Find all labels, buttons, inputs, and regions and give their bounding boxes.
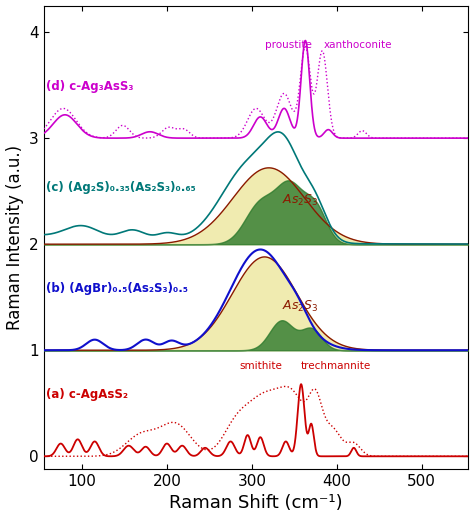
Text: (b) (AgBr)₀.₅(As₂S₃)₀.₅: (b) (AgBr)₀.₅(As₂S₃)₀.₅	[46, 282, 188, 295]
Text: trechmannite: trechmannite	[301, 362, 371, 371]
Text: (c) (Ag₂S)₀.₃₅(As₂S₃)₀.₆₅: (c) (Ag₂S)₀.₃₅(As₂S₃)₀.₆₅	[46, 181, 196, 194]
Text: proustite: proustite	[264, 40, 311, 50]
Y-axis label: Raman Intensity (a.u.): Raman Intensity (a.u.)	[6, 145, 24, 330]
Text: (d) c-Ag₃AsS₃: (d) c-Ag₃AsS₃	[46, 80, 134, 93]
Text: As$_2$S$_3$: As$_2$S$_3$	[282, 193, 318, 208]
X-axis label: Raman Shift (cm⁻¹): Raman Shift (cm⁻¹)	[169, 495, 343, 512]
Text: xanthoconite: xanthoconite	[324, 40, 392, 50]
Text: (a) c-AgAsS₂: (a) c-AgAsS₂	[46, 388, 128, 401]
Text: As$_2$S$_3$: As$_2$S$_3$	[282, 299, 318, 314]
Text: smithite: smithite	[239, 362, 282, 371]
